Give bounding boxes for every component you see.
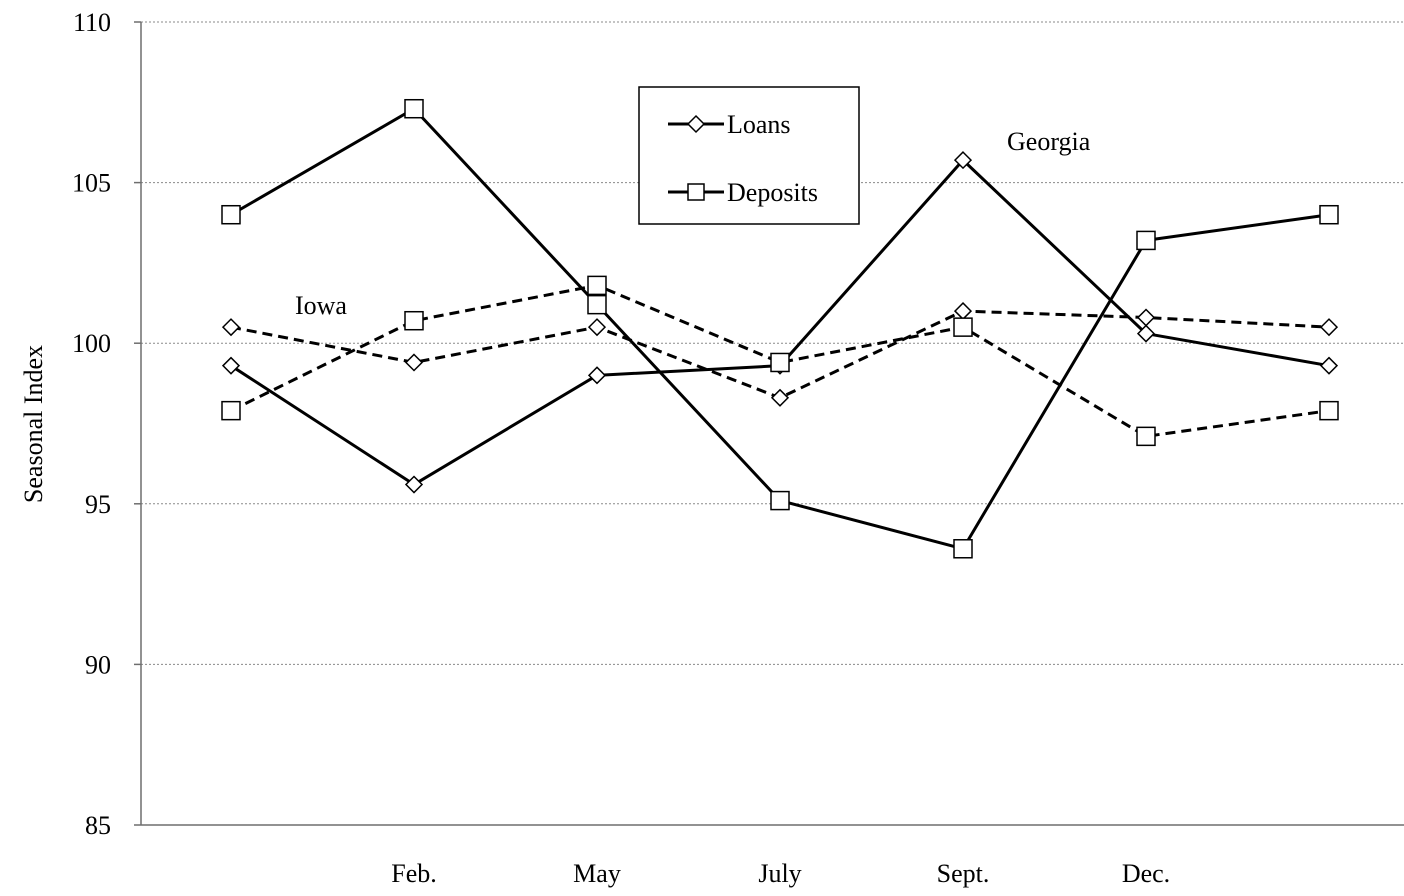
- legend-deposits-square-marker: [687, 183, 705, 201]
- y-tick-label-100: 100: [72, 329, 111, 358]
- x-tick-label-sept: Sept.: [937, 859, 990, 888]
- iowa-deposits-point-6: [1319, 400, 1339, 421]
- y-tick-label-85: 85: [85, 811, 111, 840]
- legend-loans-label: Loans: [727, 110, 791, 139]
- annotation-iowa: Iowa: [295, 291, 347, 320]
- georgia-deposits-point-3: [770, 490, 790, 511]
- georgia-loans-point-1: [404, 475, 424, 494]
- axes: [134, 21, 1404, 826]
- iowa-loans-point-1: [404, 353, 424, 372]
- iowa-deposits-point-0: [221, 400, 241, 421]
- iowa-loans-point-5: [1136, 308, 1156, 327]
- iowa-loans-point-3: [770, 388, 790, 407]
- legend-loans-diamond-marker: [686, 114, 706, 134]
- x-tick-label-may: May: [573, 859, 621, 888]
- georgia-deposits-point-2: [587, 294, 607, 315]
- georgia-deposits-point-0: [221, 204, 241, 225]
- iowa-deposits-point-1: [404, 310, 424, 331]
- iowa-deposits-point-2: [587, 275, 607, 296]
- x-tick-label-feb: Feb.: [391, 859, 437, 888]
- y-tick-label-105: 105: [72, 169, 111, 198]
- legend-box: [638, 86, 860, 225]
- georgia-deposits-point-6: [1319, 204, 1339, 225]
- georgia-deposits-point-5: [1136, 230, 1156, 251]
- y-tick-label-110: 110: [73, 8, 111, 37]
- x-tick-label-july: July: [758, 859, 801, 888]
- georgia-loans-point-0: [221, 356, 241, 375]
- iowa-deposits-point-3: [770, 352, 790, 373]
- y-tick-labels: 85 90 95 100 105 110: [72, 8, 111, 840]
- y-tick-label-90: 90: [85, 650, 111, 679]
- georgia-deposits-point-4: [953, 539, 973, 559]
- iowa-loans-point-6: [1319, 318, 1339, 337]
- georgia-loans-point-2: [587, 366, 607, 385]
- iowa-loans-point-4: [953, 302, 973, 321]
- x-tick-label-dec: Dec.: [1122, 859, 1170, 888]
- series-group: [221, 98, 1339, 559]
- x-tick-labels: Feb. May July Sept. Dec.: [391, 859, 1170, 888]
- annotation-georgia: Georgia: [1007, 127, 1091, 156]
- georgia-loans-point-4: [953, 151, 973, 170]
- y-tick-label-95: 95: [85, 490, 111, 519]
- iowa-loans-point-0: [221, 318, 241, 337]
- georgia-loans-point-6: [1319, 356, 1339, 375]
- iowa-loans-point-2: [587, 318, 607, 337]
- legend: Loans Deposits: [638, 86, 860, 225]
- georgia-deposits-point-1: [404, 98, 424, 119]
- y-axis-label: Seasonal Index: [19, 345, 48, 503]
- iowa-deposits-point-4: [953, 317, 973, 337]
- iowa-deposits-point-5: [1136, 426, 1156, 447]
- georgia-loans-point-5: [1136, 324, 1156, 343]
- legend-deposits-label: Deposits: [727, 178, 818, 207]
